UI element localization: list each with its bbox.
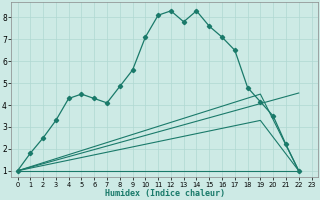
- X-axis label: Humidex (Indice chaleur): Humidex (Indice chaleur): [105, 189, 225, 198]
